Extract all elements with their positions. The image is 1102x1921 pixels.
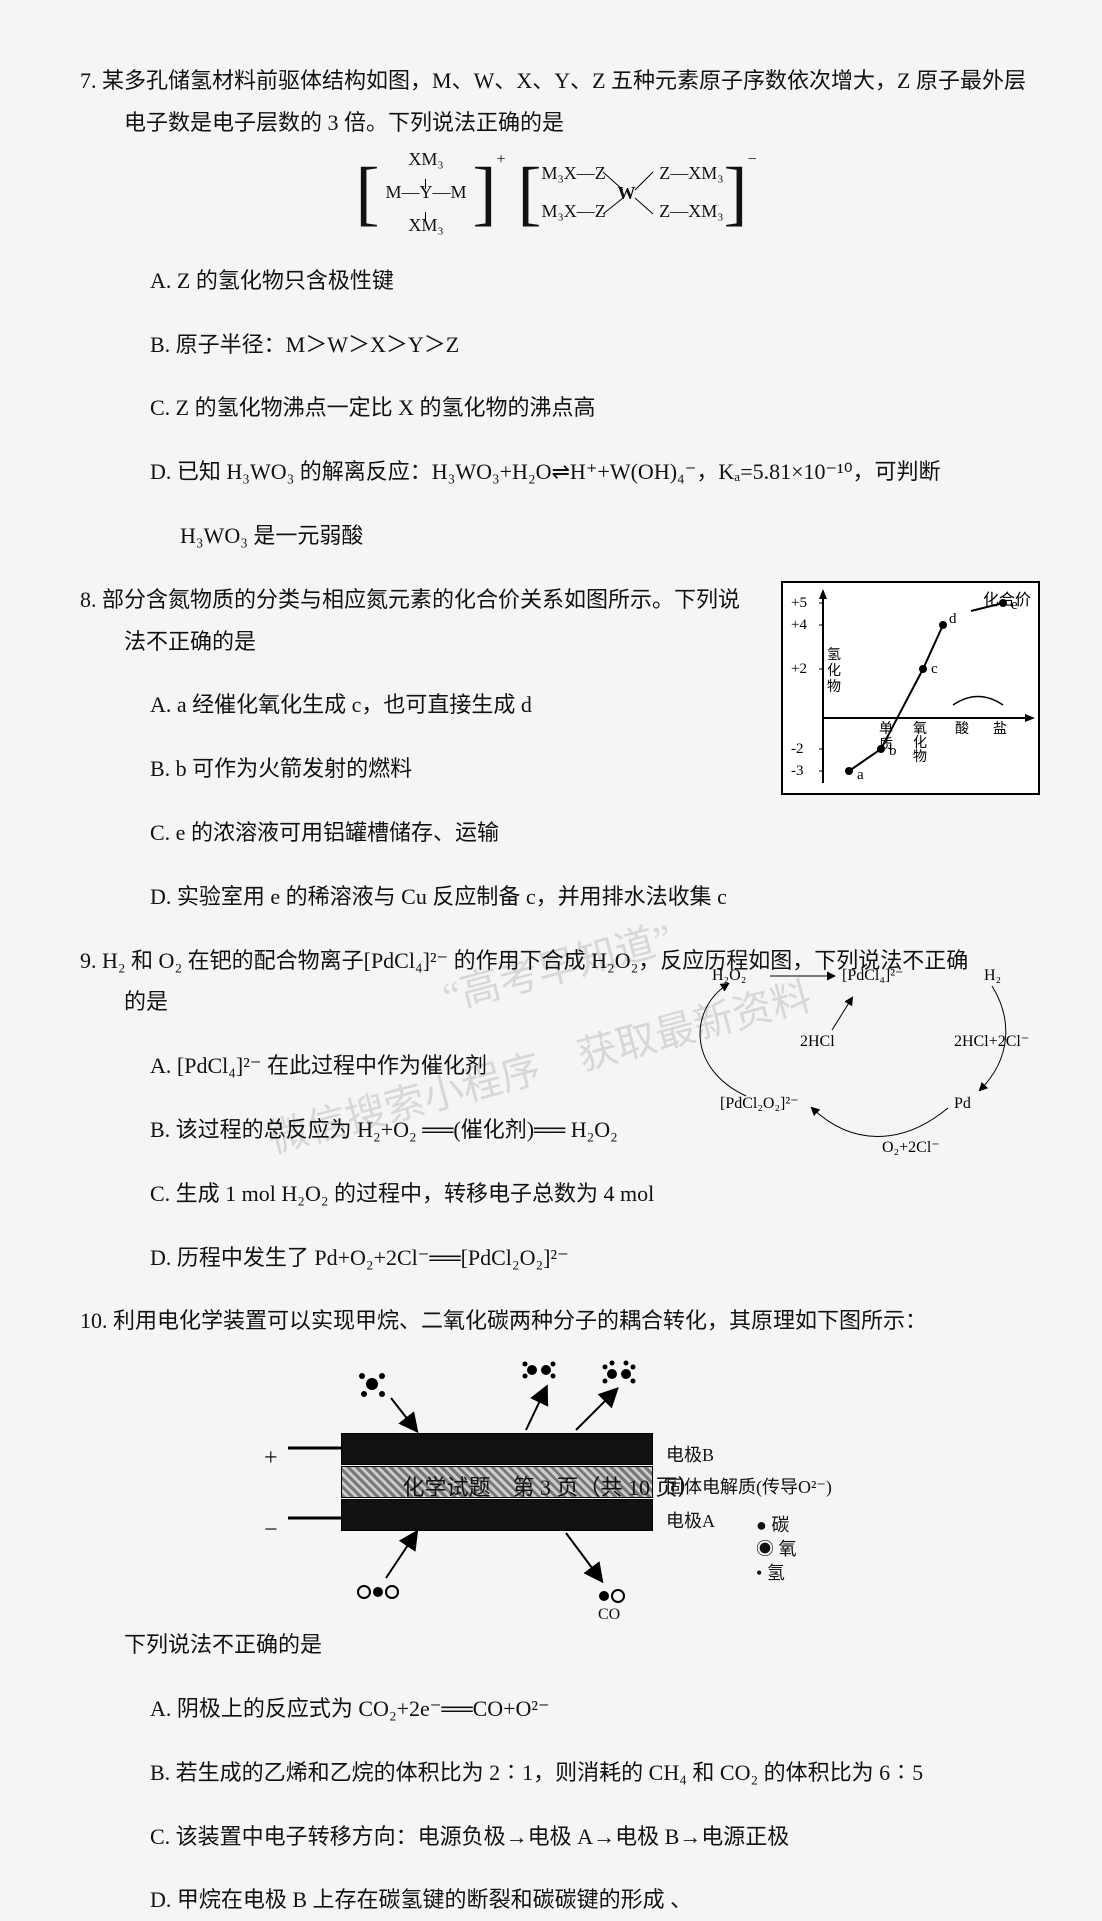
q7-optA: A. Z 的氢化物只含极性键 [80, 260, 1032, 302]
svg-text:Pd: Pd [954, 1095, 971, 1112]
q10-below: 下列说法不正确的是 [80, 1624, 1032, 1666]
svg-text:[PdCl₂O₂]²⁻: [PdCl₂O₂]²⁻ [720, 1095, 799, 1112]
svg-text:H₂: H₂ [984, 967, 1001, 984]
q7-cation: [ XM₃ M—Y—M XM₃ ] + [355, 148, 505, 238]
q7: 7. 某多孔储氢材料前驱体结构如图，M、W、X、Y、Z 五种元素原子序数依次增大… [80, 60, 1032, 557]
co-label: CO [598, 1600, 620, 1630]
svg-text:-2: -2 [791, 741, 804, 757]
q9-optD: D. 历程中发生了 Pd+O₂+2Cl⁻══[PdCl₂O₂]²⁻ [80, 1237, 1032, 1279]
svg-text:2HCl: 2HCl [800, 1033, 835, 1050]
q8-optC: C. e 的浓溶液可用铝罐槽储存、运输 [80, 812, 1032, 854]
svg-text:2HCl+2Cl⁻: 2HCl+2Cl⁻ [954, 1033, 1029, 1050]
svg-text:氢: 氢 [827, 647, 841, 663]
svg-text:[PdCl₄]²⁻: [PdCl₄]²⁻ [842, 967, 904, 984]
q10-stem: 10. 利用电化学装置可以实现甲烷、二氧化碳两种分子的耦合转化，其原理如下图所示… [80, 1300, 1032, 1342]
q7-stem-2: 电子数是电子层数的 3 倍。下列说法正确的是 [80, 102, 1032, 144]
svg-text:-3: -3 [791, 763, 804, 779]
q7-optB: B. 原子半径：M＞W＞X＞Y＞Z [80, 324, 1032, 366]
svg-text:O₂+2Cl⁻: O₂+2Cl⁻ [882, 1139, 940, 1156]
svg-text:化: 化 [913, 735, 927, 751]
svg-text:盐: 盐 [993, 721, 1007, 737]
q7-anion-charge: − [747, 148, 756, 171]
q10-optD: D. 甲烷在电极 B 上存在碳氢键的断裂和碳碳键的形成 、 [80, 1879, 1032, 1921]
q7-optD-2: H₃WO₃ 是一元弱酸 [80, 515, 1032, 557]
q8: 8. 部分含氮物质的分类与相应氮元素的化合价关系如图所示。下列说 法不正确的是 … [80, 579, 1032, 918]
q7-optD-1: D. 已知 H₃WO₃ 的解离反应：H₃WO₃+H₂O⇌H⁺+W(OH)₄⁻，K… [80, 451, 1032, 493]
q10-optA: A. 阴极上的反应式为 CO₂+2e⁻══CO+O²⁻ [80, 1688, 1032, 1730]
q8-optD: D. 实验室用 e 的稀溶液与 Cu 反应制备 c，并用排水法收集 c [80, 876, 1032, 918]
svg-text:+4: +4 [791, 617, 807, 633]
svg-text:e: e [1011, 597, 1018, 613]
q7-cation-mid: M—Y—M [385, 181, 466, 204]
svg-text:化: 化 [827, 663, 841, 679]
svg-text:H₂O₂: H₂O₂ [712, 967, 746, 984]
q10-optC: C. 该装置中电子转移方向：电源负极→电极 A→电极 B→电源正极 [80, 1816, 1032, 1858]
svg-text:氧: 氧 [913, 721, 927, 737]
svg-text:d: d [949, 611, 957, 627]
q9-optC: C. 生成 1 mol H₂O₂ 的过程中，转移电子总数为 4 mol [80, 1173, 1032, 1215]
q7-cation-bot: XM₃ [385, 214, 466, 237]
page-footer: 化学试题 第 3 页（共 10 页） [0, 1467, 1102, 1509]
q10-optB: B. 若生成的乙烯和乙烷的体积比为 2∶1，则消耗的 CH₄ 和 CO₂ 的体积… [80, 1752, 1032, 1794]
svg-text:a: a [857, 767, 864, 783]
q9-cycle-diagram: H₂O₂ [PdCl₄]²⁻ H₂ 2HCl 2HCl+2Cl⁻ [PdCl₂O… [692, 958, 1042, 1158]
svg-text:+2: +2 [791, 661, 807, 677]
svg-text:b: b [889, 743, 897, 759]
q10: 10. 利用电化学装置可以实现甲烷、二氧化碳两种分子的耦合转化，其原理如下图所示… [80, 1300, 1032, 1921]
q8-valence-chart: +5 +4 +2 -2 -3 化合价 氢 化 物 单质 氧化物 酸 盐 [781, 581, 1040, 795]
svg-text:+5: +5 [791, 595, 807, 611]
q7-anion: [ M₃X—Z Z—XM₃ M₃X—Z Z—XM₃ W ] − [518, 148, 757, 238]
q7-stem-1: 7. 某多孔储氢材料前驱体结构如图，M、W、X、Y、Z 五种元素原子序数依次增大… [80, 60, 1032, 102]
svg-text:c: c [931, 661, 938, 677]
q9: 9. H₂ 和 O₂ 在钯的配合物离子[PdCl₄]²⁻ 的作用下合成 H₂O₂… [80, 940, 1032, 1279]
svg-text:酸: 酸 [955, 721, 969, 737]
q7-structure-diagram: [ XM₃ M—Y—M XM₃ ] + [ M₃X—Z Z—XM₃ M₃X—Z … [80, 148, 1032, 238]
q7-cation-charge: + [496, 148, 505, 171]
svg-text:物: 物 [827, 679, 841, 695]
page: 7. 某多孔储氢材料前驱体结构如图，M、W、X、Y、Z 五种元素原子序数依次增大… [0, 0, 1102, 1559]
svg-text:物: 物 [913, 749, 927, 765]
q7-cation-top: XM₃ [385, 148, 466, 171]
q7-optC: C. Z 的氢化物沸点一定比 X 的氢化物的沸点高 [80, 387, 1032, 429]
